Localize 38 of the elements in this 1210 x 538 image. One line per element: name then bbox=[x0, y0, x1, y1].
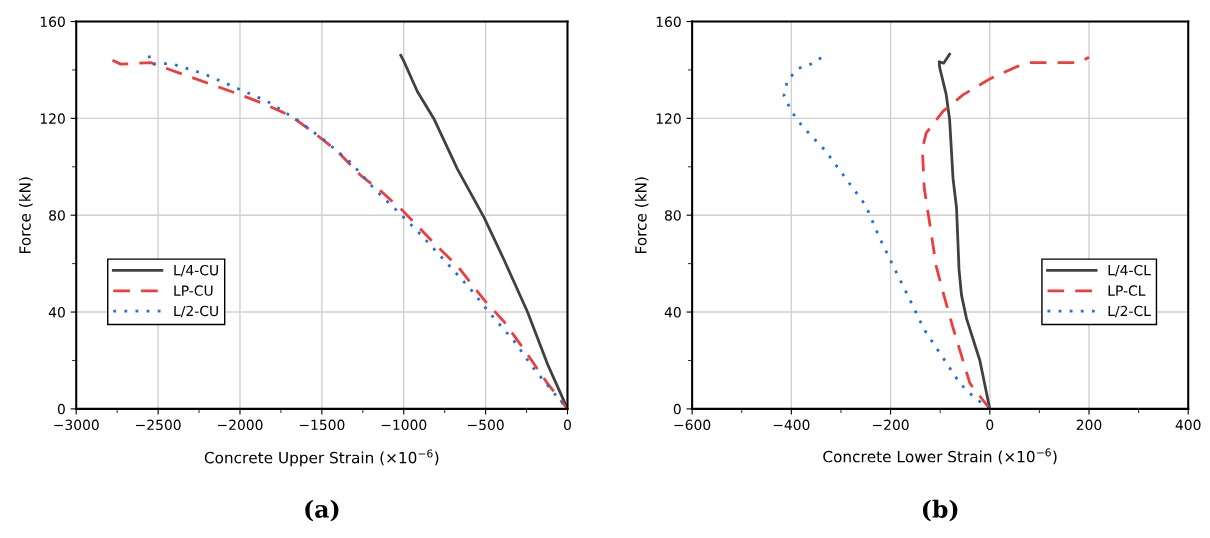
legend-label: LP-CL bbox=[1108, 285, 1146, 296]
line-series bbox=[937, 52, 992, 409]
text: (b) bbox=[922, 499, 958, 522]
legend-label: L/4-CU bbox=[174, 264, 218, 277]
x-axis-title: Concrete Lower Strain (×10$^{−6}$) bbox=[823, 448, 1057, 465]
x-tick-label: −200 bbox=[872, 419, 909, 431]
y-tick-label: 120 bbox=[656, 113, 681, 124]
x-tick-label: −500 bbox=[468, 419, 504, 431]
x-tick-label: −3000 bbox=[54, 419, 99, 431]
x-axis-title: Concrete Upper Strain (×10$^{−6}$) bbox=[204, 449, 439, 467]
legend-label: L/2-CU bbox=[174, 305, 218, 318]
legend-label: L/4-CL bbox=[1108, 264, 1151, 277]
y-tick-label: 0 bbox=[57, 403, 65, 415]
x-tick-label: −1000 bbox=[381, 419, 427, 431]
y-tick-label: 160 bbox=[656, 16, 681, 27]
legend-label: LP-CU bbox=[174, 285, 213, 296]
x-tick-label: −1500 bbox=[299, 419, 345, 431]
legend-label: L/2-CL bbox=[1108, 305, 1151, 318]
line-series bbox=[920, 55, 1091, 409]
x-tick-label: −2000 bbox=[217, 419, 263, 431]
y-tick-label: 120 bbox=[40, 113, 65, 124]
x-tick-label: 400 bbox=[1175, 419, 1201, 431]
line-series bbox=[782, 54, 992, 409]
y-tick-label: 80 bbox=[664, 210, 681, 221]
y-tick-label: 160 bbox=[40, 16, 65, 27]
y-tick-label: 0 bbox=[673, 403, 681, 415]
y-axis-title: Force (kN) bbox=[18, 177, 33, 253]
y-tick-label: 80 bbox=[49, 210, 65, 221]
x-tick-label: −2500 bbox=[136, 419, 181, 431]
y-axis-title: Force (kN) bbox=[634, 177, 649, 253]
x-tick-label: 0 bbox=[986, 419, 994, 431]
y-tick-label: 40 bbox=[664, 307, 681, 318]
x-tick-label: 200 bbox=[1076, 419, 1102, 431]
y-tick-label: 40 bbox=[48, 307, 65, 318]
x-tick-label: −600 bbox=[674, 419, 711, 431]
text: (a) bbox=[305, 499, 339, 522]
x-tick-label: −400 bbox=[773, 419, 810, 431]
x-tick-label: 0 bbox=[563, 419, 571, 431]
